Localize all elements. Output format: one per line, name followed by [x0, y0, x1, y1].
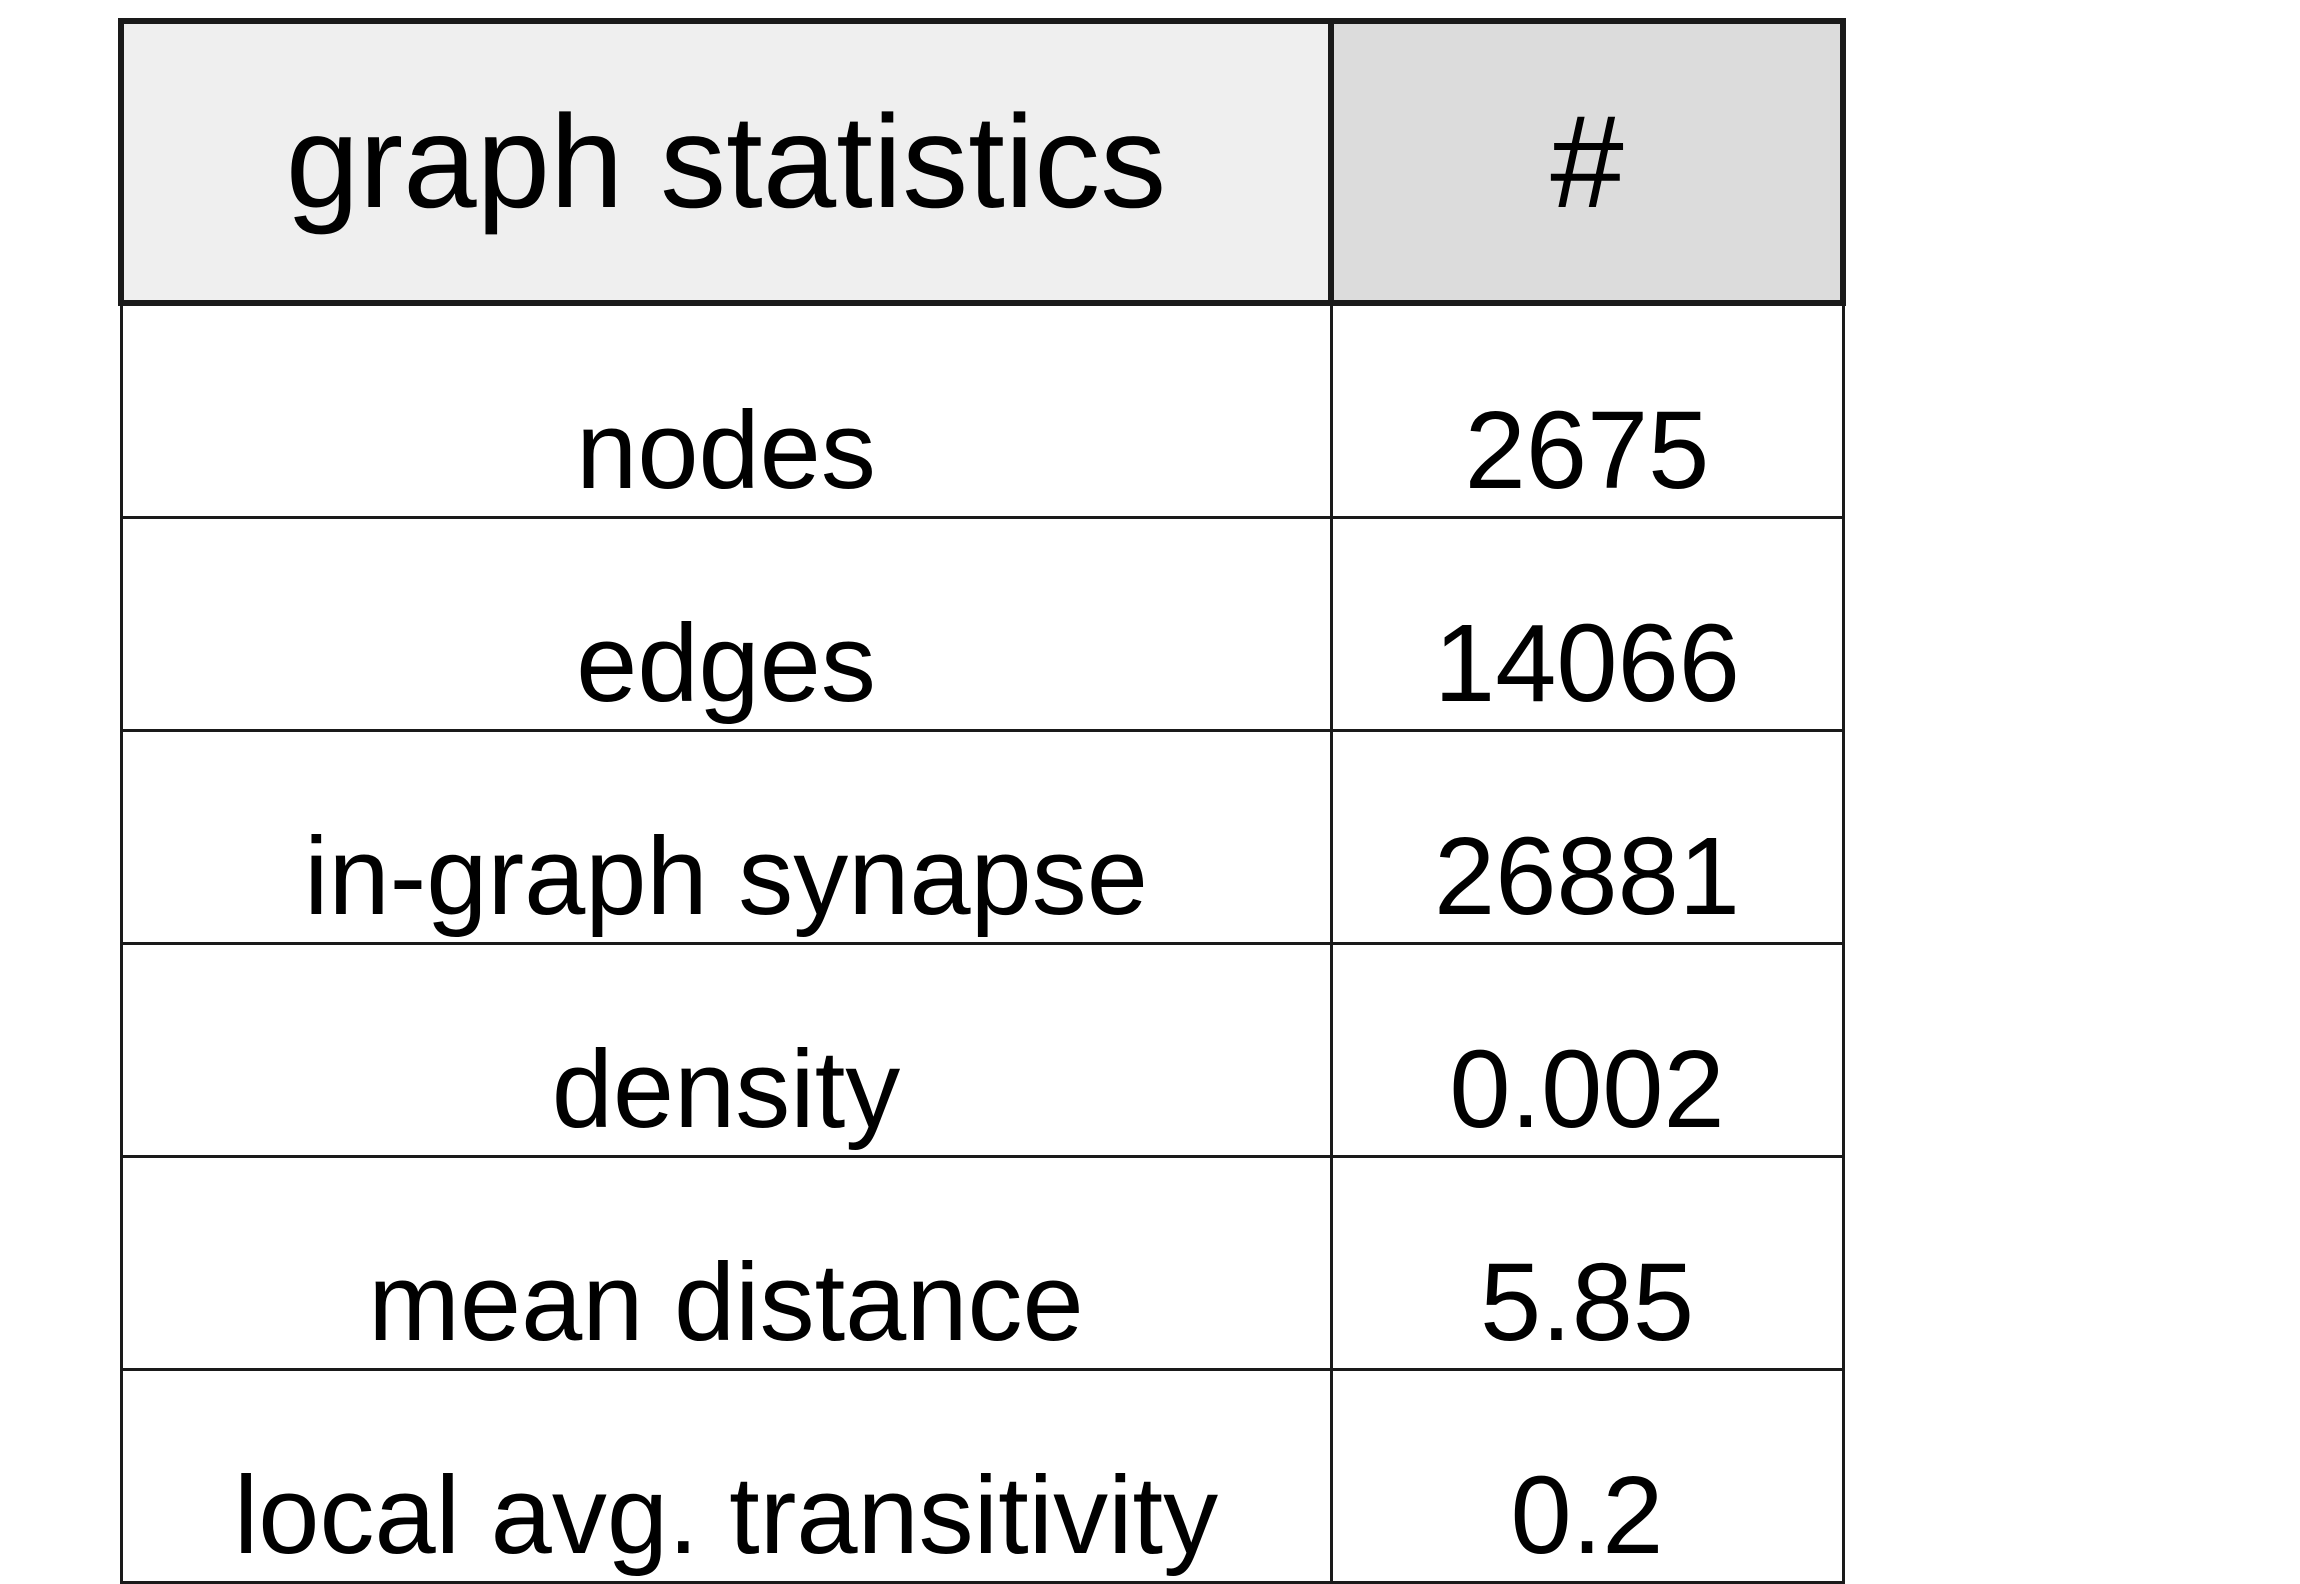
table-row: density 0.002: [119, 942, 1845, 1158]
row-value-cell: 14066: [1329, 516, 1845, 732]
row-label-cell: edges: [119, 516, 1333, 732]
row-label-cell: local avg. transitivity: [119, 1368, 1333, 1584]
row-value-cell: 0.002: [1329, 942, 1845, 1158]
table-row: nodes 2675: [119, 301, 1845, 519]
row-label-cell: nodes: [119, 301, 1333, 519]
row-value-cell: 2675: [1329, 301, 1845, 519]
row-value-cell: 5.85: [1329, 1155, 1845, 1371]
table-header: graph statistics #: [118, 18, 1846, 306]
graph-statistics-table: graph statistics # nodes 2675 edges 1406…: [118, 18, 1846, 1584]
row-label-cell: mean distance: [119, 1155, 1333, 1371]
row-value-cell: 26881: [1329, 729, 1845, 945]
header-label-cell: graph statistics: [118, 18, 1334, 306]
row-label-cell: in-graph synapse: [119, 729, 1333, 945]
table-row: mean distance 5.85: [119, 1155, 1845, 1371]
table-row: edges 14066: [119, 516, 1845, 732]
row-value-cell: 0.2: [1329, 1368, 1845, 1584]
header-value-cell: #: [1328, 18, 1846, 306]
table-body: nodes 2675 edges 14066 in-graph synapse …: [119, 301, 1845, 1584]
header-row: graph statistics #: [118, 18, 1846, 306]
table-row: local avg. transitivity 0.2: [119, 1368, 1845, 1584]
table-row: in-graph synapse 26881: [119, 729, 1845, 945]
row-label-cell: density: [119, 942, 1333, 1158]
